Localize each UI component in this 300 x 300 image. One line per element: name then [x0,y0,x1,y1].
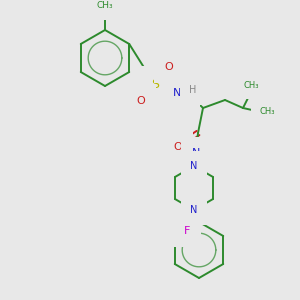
Text: O: O [136,96,146,106]
Text: H: H [189,85,197,95]
Text: CH₃: CH₃ [259,107,275,116]
Text: O: O [174,142,182,152]
Text: NH: NH [172,88,189,98]
Text: F: F [184,226,190,236]
Text: S: S [151,79,159,92]
Text: N: N [192,148,200,158]
Text: N: N [190,205,198,215]
Text: O: O [165,62,173,72]
Text: N: N [190,161,198,171]
Text: CH₃: CH₃ [243,82,259,91]
Text: CH₃: CH₃ [97,2,113,10]
